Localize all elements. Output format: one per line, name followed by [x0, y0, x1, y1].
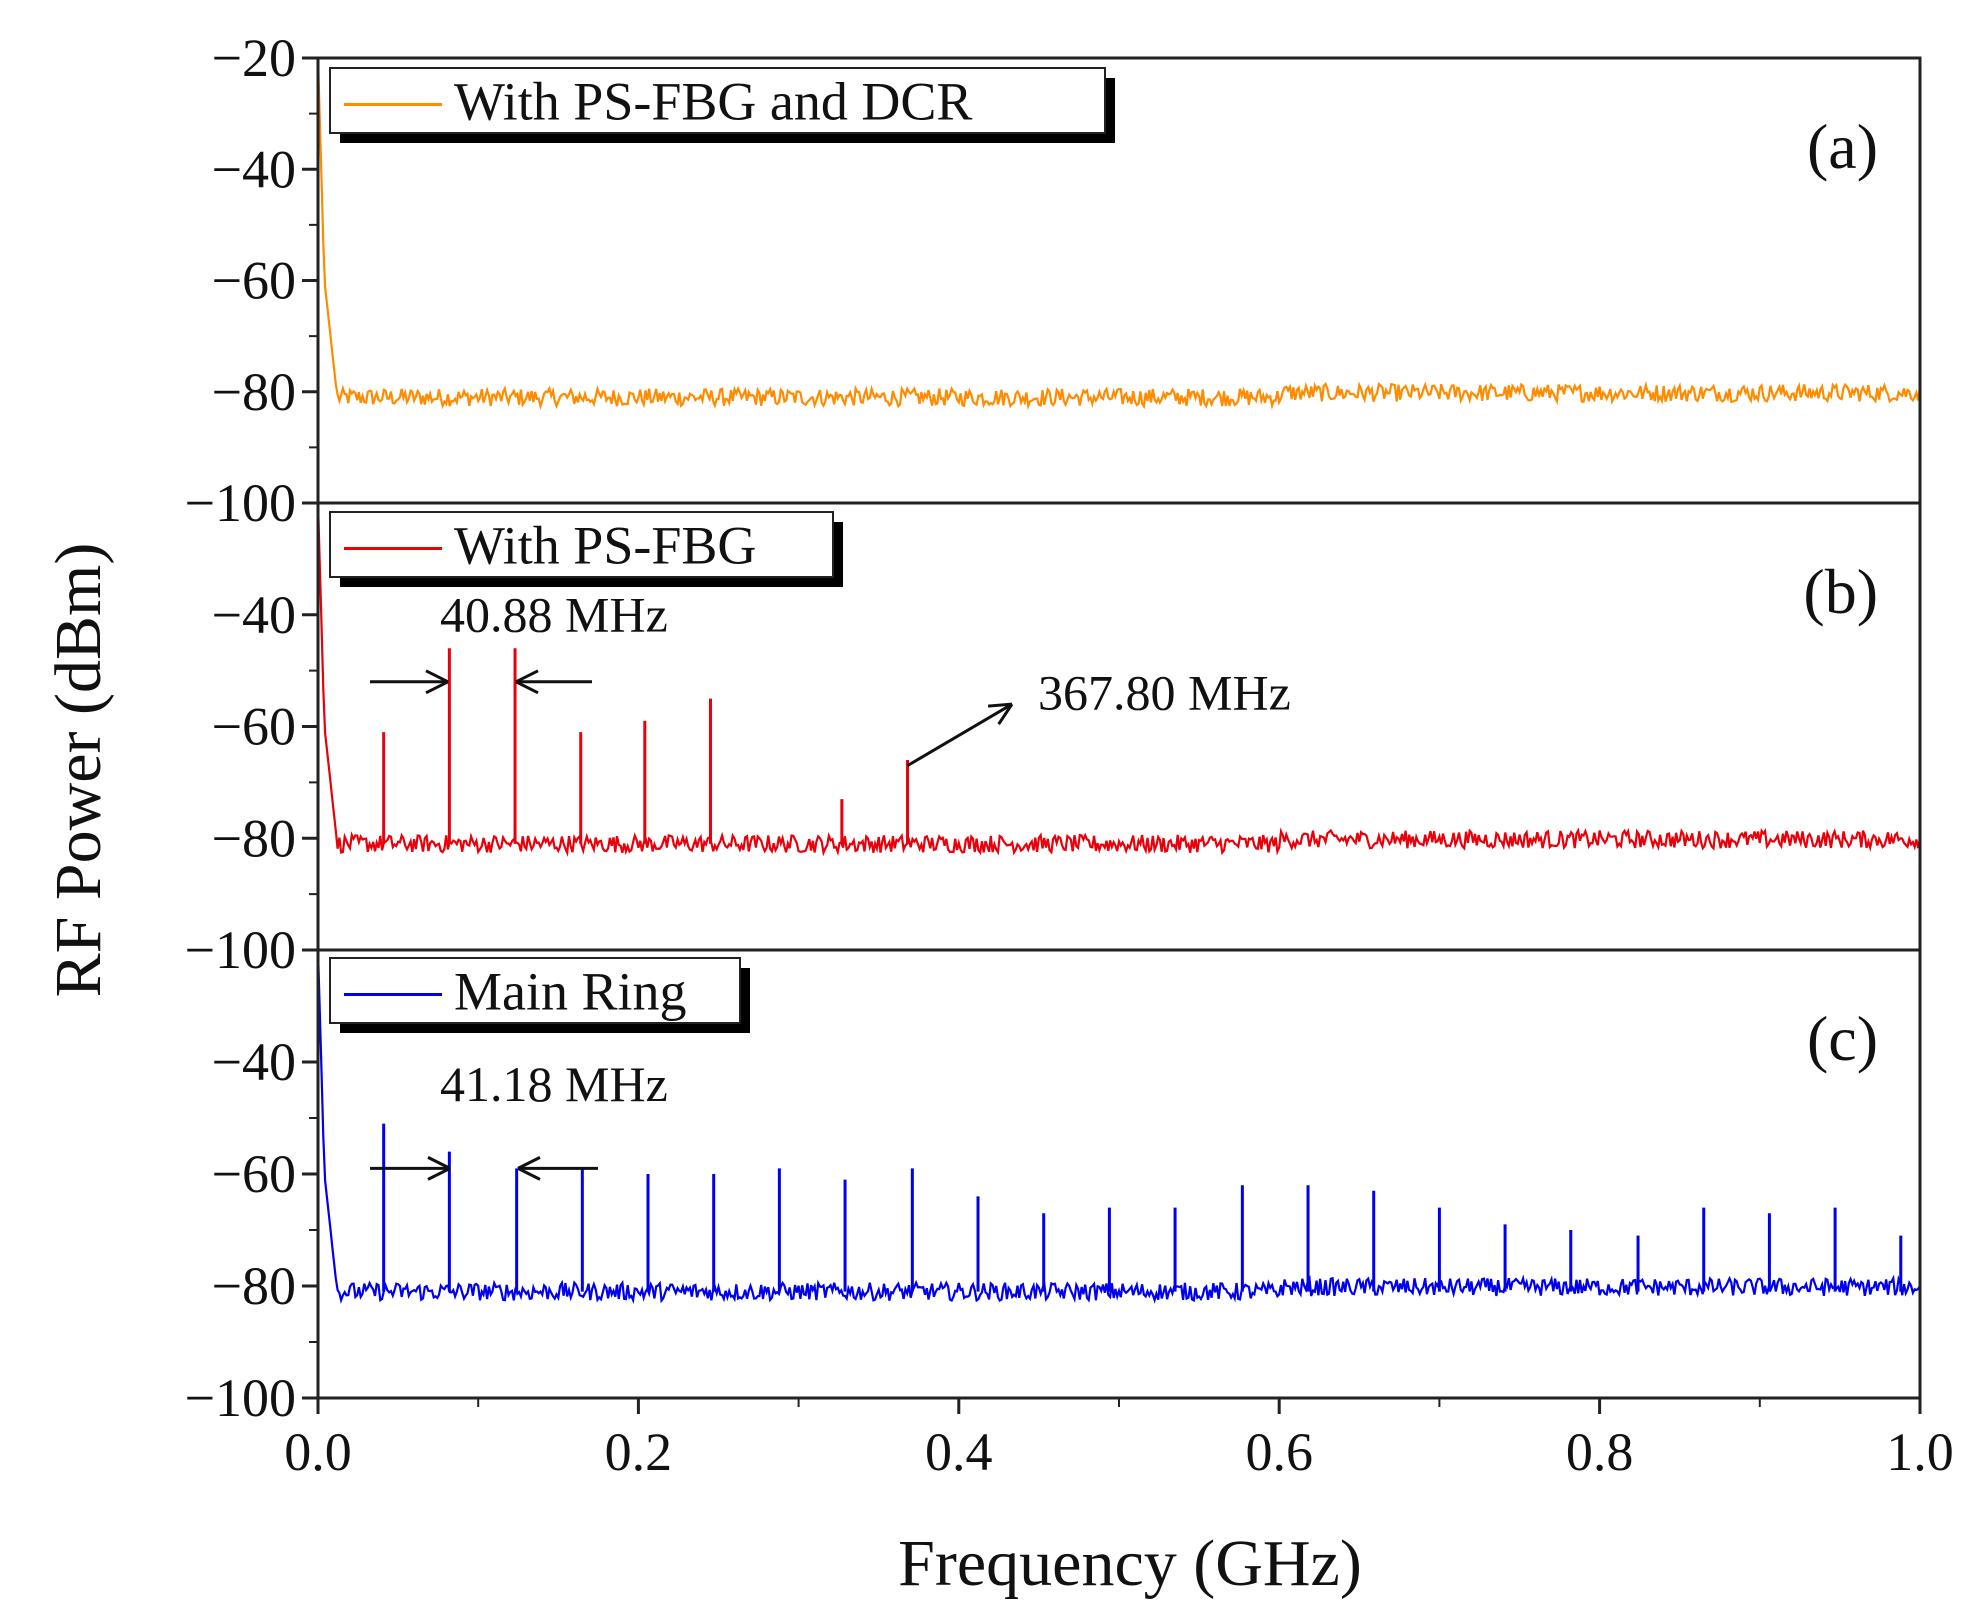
- legend-box: [329, 67, 1106, 134]
- annotation-arrowhead: [987, 702, 1014, 725]
- panel-tag: (b): [1803, 556, 1878, 627]
- y-tick-label: −100: [185, 473, 296, 533]
- y-tick-label: −80: [212, 1256, 296, 1316]
- annotation-arrowhead: [517, 1156, 541, 1181]
- x-tick-label: 0.8: [1566, 1422, 1634, 1482]
- x-axis-title: Frequency (GHz): [898, 1527, 1362, 1600]
- annotation-label: 40.88 MHz: [440, 587, 668, 643]
- x-tick-label: 0.4: [925, 1422, 993, 1482]
- series-noise-trace: [316, 57, 1922, 411]
- legend-box: [329, 511, 834, 578]
- y-tick-label: −60: [212, 251, 296, 311]
- y-tick-label: −20: [212, 28, 296, 88]
- annotation-arrowhead: [515, 669, 539, 695]
- x-tick-label: 0.0: [284, 1422, 352, 1482]
- y-tick-label: −60: [212, 1144, 296, 1204]
- x-tick-label: 0.6: [1245, 1422, 1313, 1482]
- panel-tag: (c): [1807, 1003, 1878, 1074]
- x-tick-label: 0.2: [605, 1422, 673, 1482]
- y-tick-label: −40: [212, 585, 296, 645]
- y-tick-label: −100: [185, 1368, 296, 1428]
- panel-tag: (a): [1807, 111, 1878, 182]
- legend-label: With PS-FBG: [454, 516, 756, 576]
- y-tick-label: −100: [185, 920, 296, 980]
- y-axis-title: RF Power (dBm): [42, 543, 115, 998]
- annotation-label: 41.18 MHz: [440, 1056, 668, 1112]
- y-tick-label: −40: [212, 1032, 296, 1092]
- legend-box: [329, 957, 741, 1024]
- annotation-arrowhead: [427, 1156, 451, 1181]
- annotation-label: 367.80 MHz: [1038, 665, 1291, 721]
- x-tick-label: 1.0: [1886, 1422, 1954, 1482]
- legend-label: Main Ring: [454, 962, 687, 1022]
- series-noise-trace: [316, 502, 1922, 857]
- series-noise-trace: [316, 949, 1921, 1305]
- y-tick-label: −80: [212, 808, 296, 868]
- annotation-arrow: [906, 702, 1013, 767]
- y-tick-label: −60: [212, 697, 296, 757]
- annotation-arrowhead: [425, 669, 449, 695]
- y-tick-label: −80: [212, 362, 296, 422]
- y-tick-label: −40: [212, 139, 296, 199]
- legend-label: With PS-FBG and DCR: [454, 72, 972, 132]
